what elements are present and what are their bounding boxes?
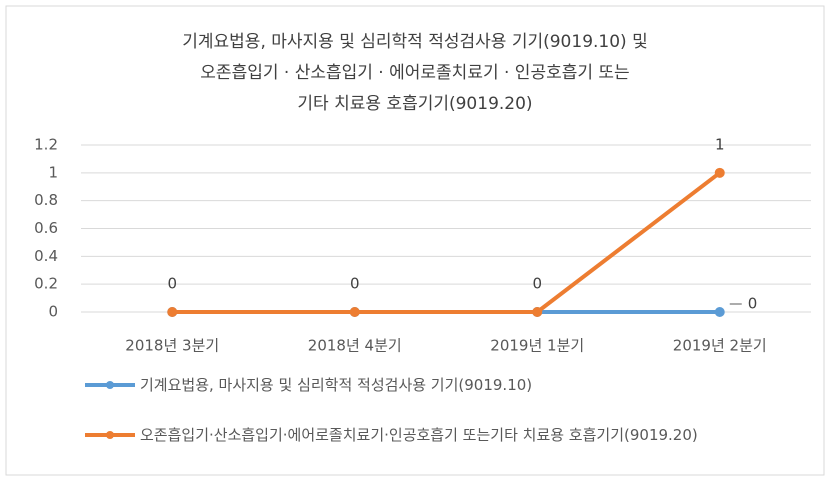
data-point [532, 307, 543, 317]
legend-marker [106, 431, 114, 439]
y-tick-label: 1 [48, 163, 58, 181]
data-point [349, 307, 360, 317]
legend-label: 오존흡입기·산소흡입기·에어로졸치료기·인공호흡기 또는기타 치료용 호흡기기(… [140, 426, 698, 444]
data-label: 0 [350, 275, 360, 293]
chart-border [5, 5, 825, 476]
data-label: 1 [715, 135, 725, 153]
data-point [714, 307, 725, 317]
chart-title: 기타 치료용 호흡기기(9019.20) [297, 94, 532, 114]
chart-title: 오존흡입기 · 산소흡입기 · 에어로졸치료기 · 인공호흡기 또는 [200, 63, 629, 83]
legend-label: 기계요법용, 마사지용 및 심리학적 적성검사용 기기(9019.10) [140, 376, 533, 394]
y-tick-label: 0.6 [34, 219, 58, 237]
y-tick-label: 0 [48, 303, 58, 321]
y-tick-label: 1.2 [34, 136, 58, 154]
y-tick-label: 0.4 [34, 247, 58, 265]
x-tick-label: 2018년 4분기 [308, 337, 402, 355]
data-label: 0 [167, 275, 177, 293]
y-tick-label: 0.2 [34, 275, 58, 293]
data-point [714, 167, 725, 178]
x-tick-label: 2019년 1분기 [490, 337, 584, 355]
series-line [172, 171, 721, 314]
y-tick-label: 0.8 [34, 191, 58, 209]
data-point [167, 307, 178, 317]
data-label: 0 [748, 295, 758, 313]
chart-title: 기계요법용, 마사지용 및 심리학적 적성검사용 기기(9019.10) 및 [182, 32, 647, 52]
data-label: 0 [532, 275, 542, 293]
legend-marker [106, 381, 114, 389]
x-tick-label: 2019년 2분기 [673, 337, 767, 355]
x-tick-label: 2018년 3분기 [125, 337, 219, 355]
